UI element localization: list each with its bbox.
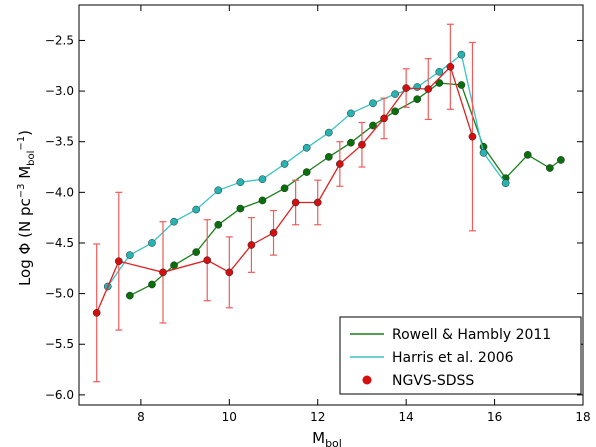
data-point [391,90,399,98]
y-axis-label-post: ) [16,130,34,136]
data-point [347,109,355,118]
x-tick-label: 10 [222,410,237,424]
data-point [258,196,267,205]
legend: Rowell & Hambly 2011 Harris et al. 2006 … [339,316,582,395]
y-axis-label-sub: bol [26,151,37,166]
x-tick-label: 14 [399,410,414,424]
data-point [446,62,455,71]
data-point [148,239,156,247]
data-point [280,160,289,168]
y-axis-label-mid: M [16,166,34,184]
x-tick-label: 8 [137,410,145,424]
x-axis-label: Mbol [312,429,342,447]
data-point [203,256,212,265]
legend-label-harris: Harris et al. 2006 [392,350,514,366]
data-point [247,241,256,249]
data-point [468,132,477,141]
y-tick-label: −4.5 [45,236,74,250]
y-axis-label-sup1: −3 [16,184,27,199]
data-point [236,178,245,187]
data-point [435,67,444,76]
data-point [435,79,444,87]
legend-label-rowell: Rowell & Hambly 2011 [392,327,551,343]
data-point [302,143,311,152]
data-point [457,81,466,89]
data-point [236,204,245,213]
data-point [369,121,377,130]
y-axis-label-sup2: −1 [16,136,27,151]
y-axis-label: Log Φ (N pc−3 Mbol−1) [16,130,37,286]
y-tick-label: −3.5 [45,135,74,149]
data-point [391,107,399,116]
series-rowell-hambly-2011 [125,79,565,300]
plot-frame [78,4,584,406]
data-point [457,50,466,59]
plot-area-border [78,4,584,406]
data-point [302,168,311,176]
y-tick-label: −5.0 [45,287,74,301]
data-point [557,156,565,164]
x-tick-label: 16 [487,410,502,424]
data-point [92,308,101,317]
plot-elements [92,23,565,383]
x-axis-label-sub: bol [325,437,342,447]
data-point [479,148,488,157]
axis-ticks: 8 10 12 14 16 18 −6.0 −5.5 −5.0 −4.5 −4.0 −3.5 −3.0 −… [45,5,591,424]
data-point [170,217,178,226]
data-point [148,280,156,289]
data-point [170,261,178,270]
data-point [545,164,554,172]
x-tick-label: 12 [310,410,325,424]
data-point [402,84,411,92]
data-point [214,186,223,195]
data-point [369,99,377,108]
data-point [501,179,510,188]
legend-marker-ngvs [362,375,372,385]
legend-box [339,316,582,395]
legend-label-ngvs: NGVS-SDSS [392,373,474,389]
y-tick-label: −6.0 [45,388,74,402]
series-line [96,65,474,314]
data-point [269,228,278,237]
data-point [358,140,366,149]
data-point [413,95,422,104]
data-point [192,248,201,256]
x-axis-label-main: M [312,429,325,447]
x-tick-label: 18 [575,410,590,424]
data-point [192,205,201,214]
data-point [424,85,433,93]
data-point [114,257,123,266]
y-tick-label: −4.0 [45,185,74,199]
data-point [313,198,322,207]
y-axis-label-pre: Log Φ (N pc [16,198,34,286]
data-point [125,251,134,259]
data-point [225,268,234,277]
data-point [214,220,223,229]
data-point [523,151,532,159]
data-point [280,184,289,193]
data-point [324,153,333,161]
data-point [291,198,300,207]
data-point [159,268,167,277]
data-point [347,138,355,147]
series-harris-et-al-2006 [103,50,510,291]
data-point [335,160,344,168]
data-point [258,175,267,184]
series-ngvs-sdss [92,23,477,383]
data-point [125,291,134,300]
data-point [413,83,422,91]
y-tick-label: −2.5 [45,33,74,47]
y-tick-label: −3.0 [45,84,74,98]
data-point [324,128,333,137]
y-tick-label: −5.5 [45,337,74,351]
data-point [380,114,388,123]
